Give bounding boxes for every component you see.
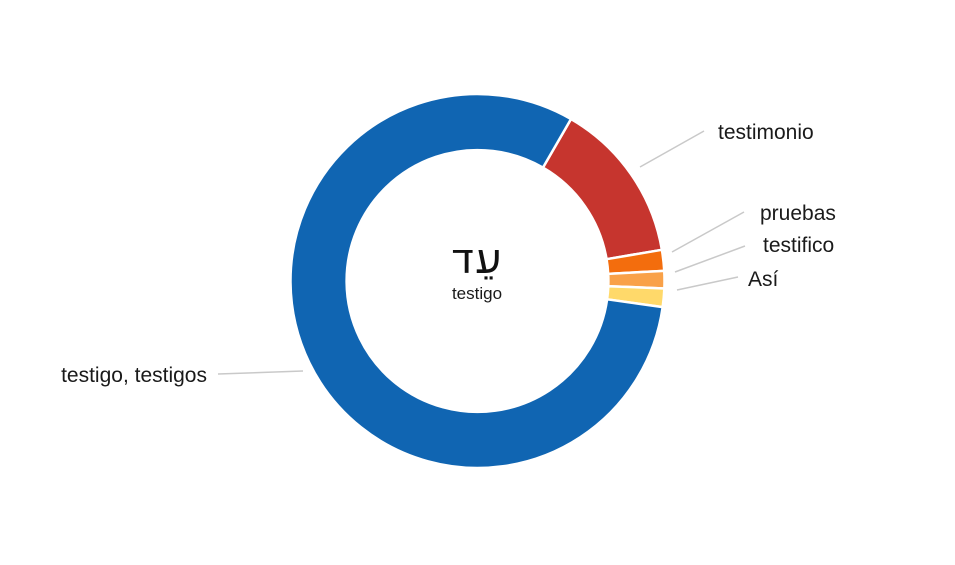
leader-line-asi [676, 276, 739, 291]
slice-label-testimonio[interactable]: testimonio [718, 121, 814, 144]
slice-label-pruebas[interactable]: pruebas [760, 202, 836, 225]
hebrew-lemma: עֵד [451, 234, 503, 283]
lemma-gloss: testigo [451, 284, 503, 303]
donut-slices [289, 92, 666, 470]
leader-line-pruebas [671, 211, 745, 253]
leader-line-testifico [674, 245, 746, 273]
center-label: עֵד testigo [451, 236, 503, 304]
leader-line-testigo-testigos [217, 370, 304, 375]
leader-lines [217, 130, 746, 375]
leader-line-testimonio [639, 130, 705, 168]
slice-label-testigo-testigos[interactable]: testigo, testigos [61, 364, 207, 387]
slice-label-asi[interactable]: Así [748, 268, 779, 291]
donut-slice-testimonio[interactable] [541, 117, 664, 261]
slice-label-testifico[interactable]: testifico [763, 234, 835, 257]
donut-slice-testigo-testigos[interactable] [289, 92, 664, 470]
